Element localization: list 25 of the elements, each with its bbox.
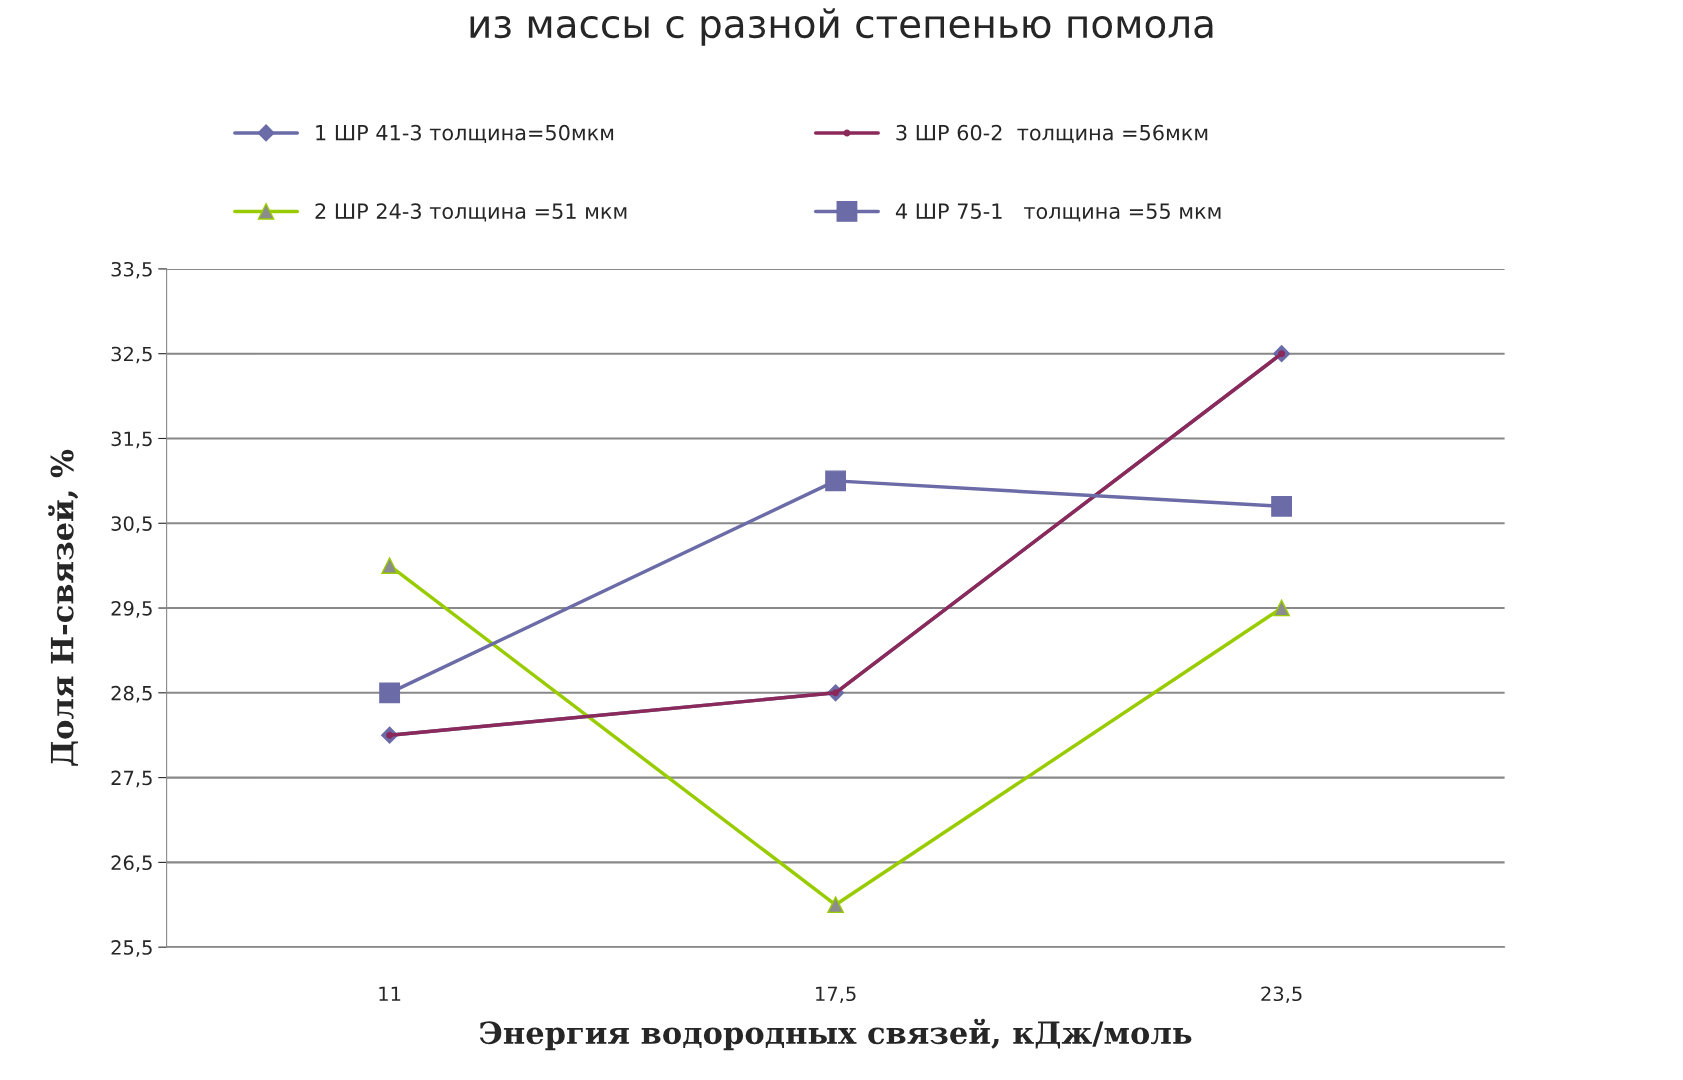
legend-label: 3 ШР 60-2 толщина =56мкм (896, 124, 1208, 144)
point (381, 557, 398, 574)
point (1271, 495, 1293, 517)
y-tick-label: 33,5 (111, 261, 152, 279)
legend-label: 2 ШР 24-3 толщина =51 мкм (315, 203, 627, 222)
x-tick-label: 11 (379, 986, 401, 1001)
point (827, 896, 844, 914)
point (825, 470, 847, 492)
chart-title: из массы с разной степенью помола (470, 8, 1213, 46)
y-tick-label: 31,5 (111, 431, 152, 449)
y-tick-label: 32,5 (111, 346, 152, 364)
legend-label: 4 ШР 75-1 толщина =55 мкм (895, 203, 1221, 222)
y-tick-label: 28,5 (111, 685, 152, 703)
y-tick-label: 29,5 (111, 601, 152, 618)
y-tick-label: 25,5 (111, 940, 152, 957)
x-axis-title: Энергия водородных связей, кДж/моль (479, 1018, 1192, 1051)
y-tick-label: 30,5 (111, 516, 152, 533)
legend-label: 1 ШР 41-3 толщина=50мкм (316, 124, 614, 144)
y-tick-label: 27,5 (111, 770, 152, 788)
x-tick-label: 17,5 (816, 986, 856, 1004)
point (379, 682, 401, 704)
x-tick-label: 23,5 (1261, 986, 1302, 1004)
y-axis-title: Доля Н-связей, % (48, 449, 79, 766)
point (1273, 599, 1290, 617)
y-tick-label: 26,5 (111, 855, 152, 873)
